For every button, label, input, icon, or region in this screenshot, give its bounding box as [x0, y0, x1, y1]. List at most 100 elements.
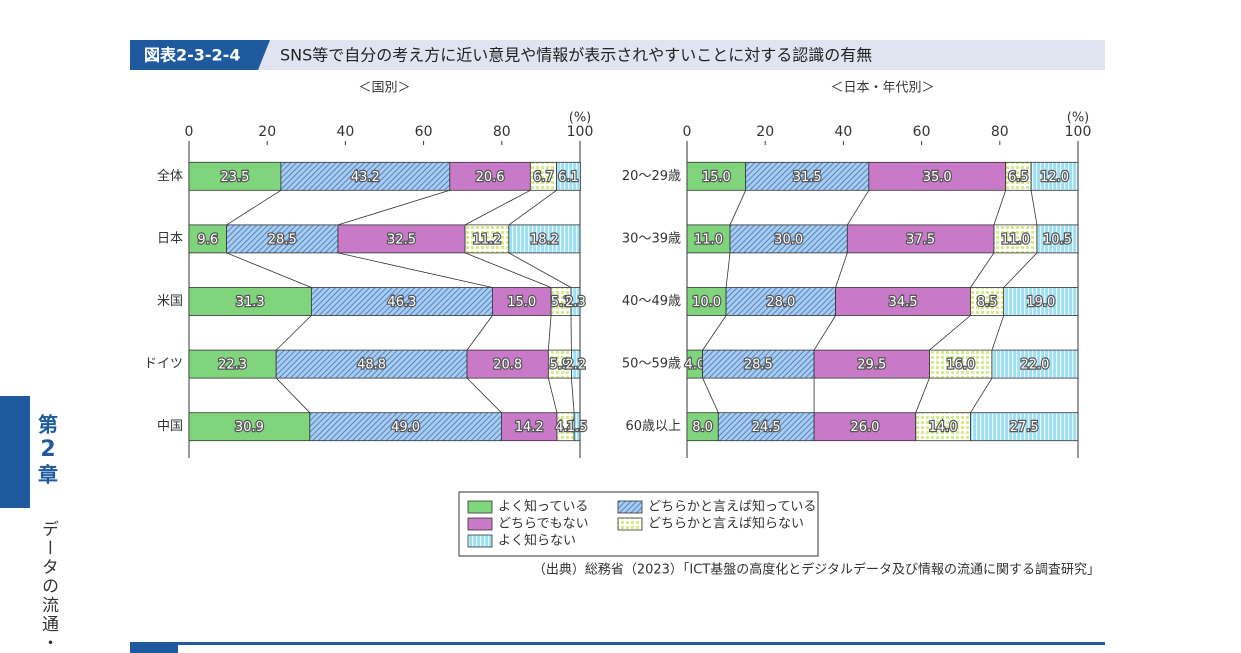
value-label: 8.0 [692, 420, 713, 435]
value-label: 35.0 [923, 170, 952, 185]
value-label: 28.5 [268, 232, 297, 247]
y-tick-label: 日本 [157, 231, 183, 246]
value-label: 16.0 [946, 358, 975, 373]
bar-segment [280, 161, 451, 191]
value-label: 48.8 [357, 358, 386, 373]
connector-line [835, 252, 848, 288]
chapter-number: 2 [40, 437, 55, 462]
value-label: 6.7 [533, 170, 554, 185]
value-label: 30.9 [235, 420, 264, 435]
legend-label: よく知っている [498, 499, 588, 515]
value-label: 28.0 [766, 295, 795, 310]
value-label: 15.0 [507, 295, 536, 310]
bar-segment [1030, 161, 1079, 191]
bar-segment [466, 349, 549, 379]
bar-segment [868, 161, 1007, 191]
connector-line [991, 315, 1005, 351]
x-tick-label: 80 [991, 124, 1009, 140]
legend-swatch [467, 534, 493, 548]
bar-segment [835, 287, 971, 316]
value-label: 2.3 [565, 295, 586, 310]
chart-subtitle: ＜日本・年代別＞ [830, 81, 934, 96]
bar-segment [570, 287, 581, 316]
value-label: 23.5 [220, 170, 249, 185]
bar-segment [492, 287, 552, 316]
chapter-prefix: 第 [38, 413, 58, 437]
connector-line [547, 378, 558, 413]
x-tick-label: 0 [185, 124, 194, 140]
value-label: 20.8 [493, 358, 522, 373]
value-label: 11.2 [472, 232, 501, 247]
connector-line [337, 189, 450, 226]
figure-label: 図表2-3-2-4 [144, 46, 240, 65]
unit-label: (%) [1067, 111, 1090, 126]
connector-line [929, 315, 971, 351]
bar-segment [529, 161, 557, 191]
section-tab [130, 645, 178, 653]
value-label: 11.0 [694, 232, 723, 247]
bar-segment [337, 224, 466, 254]
bar-segment [556, 161, 581, 191]
connector-line [337, 252, 493, 288]
chart-subtitle: ＜国別＞ [358, 81, 410, 96]
value-label: 10.5 [1043, 232, 1072, 247]
bar-segment [570, 349, 581, 379]
y-tick-label: 20～29歳 [622, 169, 681, 184]
y-tick-label: 60歳以上 [625, 419, 681, 434]
value-label: 9.6 [197, 232, 218, 247]
bar-segment [1005, 161, 1032, 191]
bar-segment [686, 412, 719, 442]
connector-line [508, 189, 557, 226]
x-tick-label: 60 [913, 124, 931, 140]
bar-segment [1036, 224, 1079, 254]
legend-swatch [467, 500, 493, 514]
bar-segment [464, 224, 510, 254]
source-note: （出典）総務省（2023）「ICT基盤の高度化とデジタルデータ及び情報の流通に関… [533, 562, 1100, 578]
connector-line [702, 377, 719, 413]
connector-line [915, 377, 930, 413]
value-label: 12.0 [1040, 170, 1069, 185]
value-label: 19.0 [1026, 295, 1055, 310]
section-rule [130, 642, 1105, 645]
bar-segment [725, 287, 836, 316]
value-label: 34.5 [889, 295, 918, 310]
value-label: 46.3 [387, 295, 416, 310]
y-tick-label: 30～39歳 [622, 231, 681, 246]
x-tick-label: 20 [258, 124, 276, 140]
legend-swatch [617, 517, 643, 531]
connector-line [970, 377, 993, 413]
value-label: 14.0 [929, 420, 958, 435]
bar-segment [813, 349, 930, 379]
bar-segment [813, 412, 917, 442]
y-tick-label: ドイツ [144, 357, 183, 372]
bar-segment [745, 161, 870, 191]
value-label: 32.5 [387, 232, 416, 247]
value-label: 15.0 [702, 170, 731, 185]
connector-line [226, 189, 282, 226]
value-label: 43.2 [351, 170, 380, 185]
connector-line [1030, 190, 1038, 225]
y-tick-label: 50～59歳 [622, 357, 681, 372]
value-label: 11.0 [1001, 232, 1030, 247]
connector-line [464, 189, 531, 226]
value-label: 14.2 [515, 420, 544, 435]
connector-line [702, 315, 727, 351]
value-label: 22.0 [1021, 358, 1050, 373]
x-tick-label: 60 [415, 124, 433, 140]
connector-line [464, 252, 552, 288]
y-tick-label: 全体 [157, 168, 183, 184]
legend-label: どちらかと言えば知らない [648, 516, 804, 532]
bar-segment [501, 412, 558, 442]
legend-label: よく知らない [498, 533, 576, 549]
bar-segment [188, 349, 277, 379]
connector-line [226, 252, 312, 288]
bar-segment [310, 287, 493, 316]
unit-label: (%) [569, 111, 592, 126]
value-label: 10.0 [692, 295, 721, 310]
connector-line [729, 190, 747, 226]
value-label: 30.0 [774, 232, 803, 247]
value-label: 5.1 [551, 295, 572, 310]
bar-segment [970, 287, 1005, 316]
value-label: 6.5 [1008, 170, 1029, 185]
bar-segment [915, 412, 971, 442]
